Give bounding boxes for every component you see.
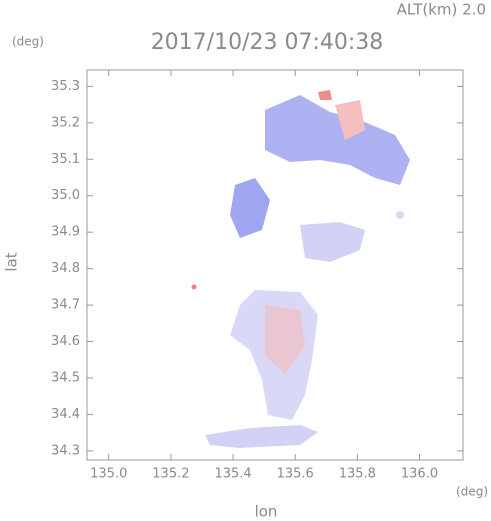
x-tick-label: 135.6 <box>277 467 314 482</box>
chart-title: 2017/10/23 07:40:38 <box>151 30 384 55</box>
echo-point <box>396 211 404 219</box>
x-tick-label: 136.0 <box>401 467 438 482</box>
echo-region <box>265 305 305 375</box>
x-unit: (deg) <box>456 485 488 499</box>
echo-region <box>300 222 365 262</box>
y-tick-label: 35.1 <box>51 152 80 167</box>
echo-point <box>191 284 197 290</box>
x-axis-label: lon <box>255 503 278 521</box>
echo-region <box>318 90 332 100</box>
echo-region <box>335 100 365 140</box>
x-tick-label: 135.4 <box>214 467 251 482</box>
echo-region <box>230 290 318 420</box>
x-tick-label: 135.0 <box>90 467 127 482</box>
y-tick-label: 34.3 <box>51 443 80 458</box>
x-tick-label: 135.8 <box>339 467 376 482</box>
y-unit: (deg) <box>12 35 44 49</box>
echo-field <box>191 90 410 448</box>
x-tick-label: 135.2 <box>152 467 189 482</box>
y-tick-label: 35.0 <box>51 188 80 203</box>
y-tick-label: 35.2 <box>51 115 80 130</box>
y-tick-label: 34.9 <box>51 225 80 240</box>
echo-region <box>205 425 318 448</box>
y-tick-label: 34.8 <box>51 261 80 276</box>
plot-frame <box>86 69 464 461</box>
echo-region <box>230 178 270 238</box>
y-tick-label: 35.3 <box>51 79 80 94</box>
y-axis-label: lat <box>3 252 21 271</box>
echo-region <box>265 95 410 185</box>
y-tick-label: 34.7 <box>51 298 80 313</box>
altitude-label: ALT(km) 2.0 <box>397 1 486 19</box>
y-tick-label: 34.6 <box>51 334 80 349</box>
y-tick-label: 34.4 <box>51 407 80 422</box>
y-tick-label: 34.5 <box>51 370 80 385</box>
